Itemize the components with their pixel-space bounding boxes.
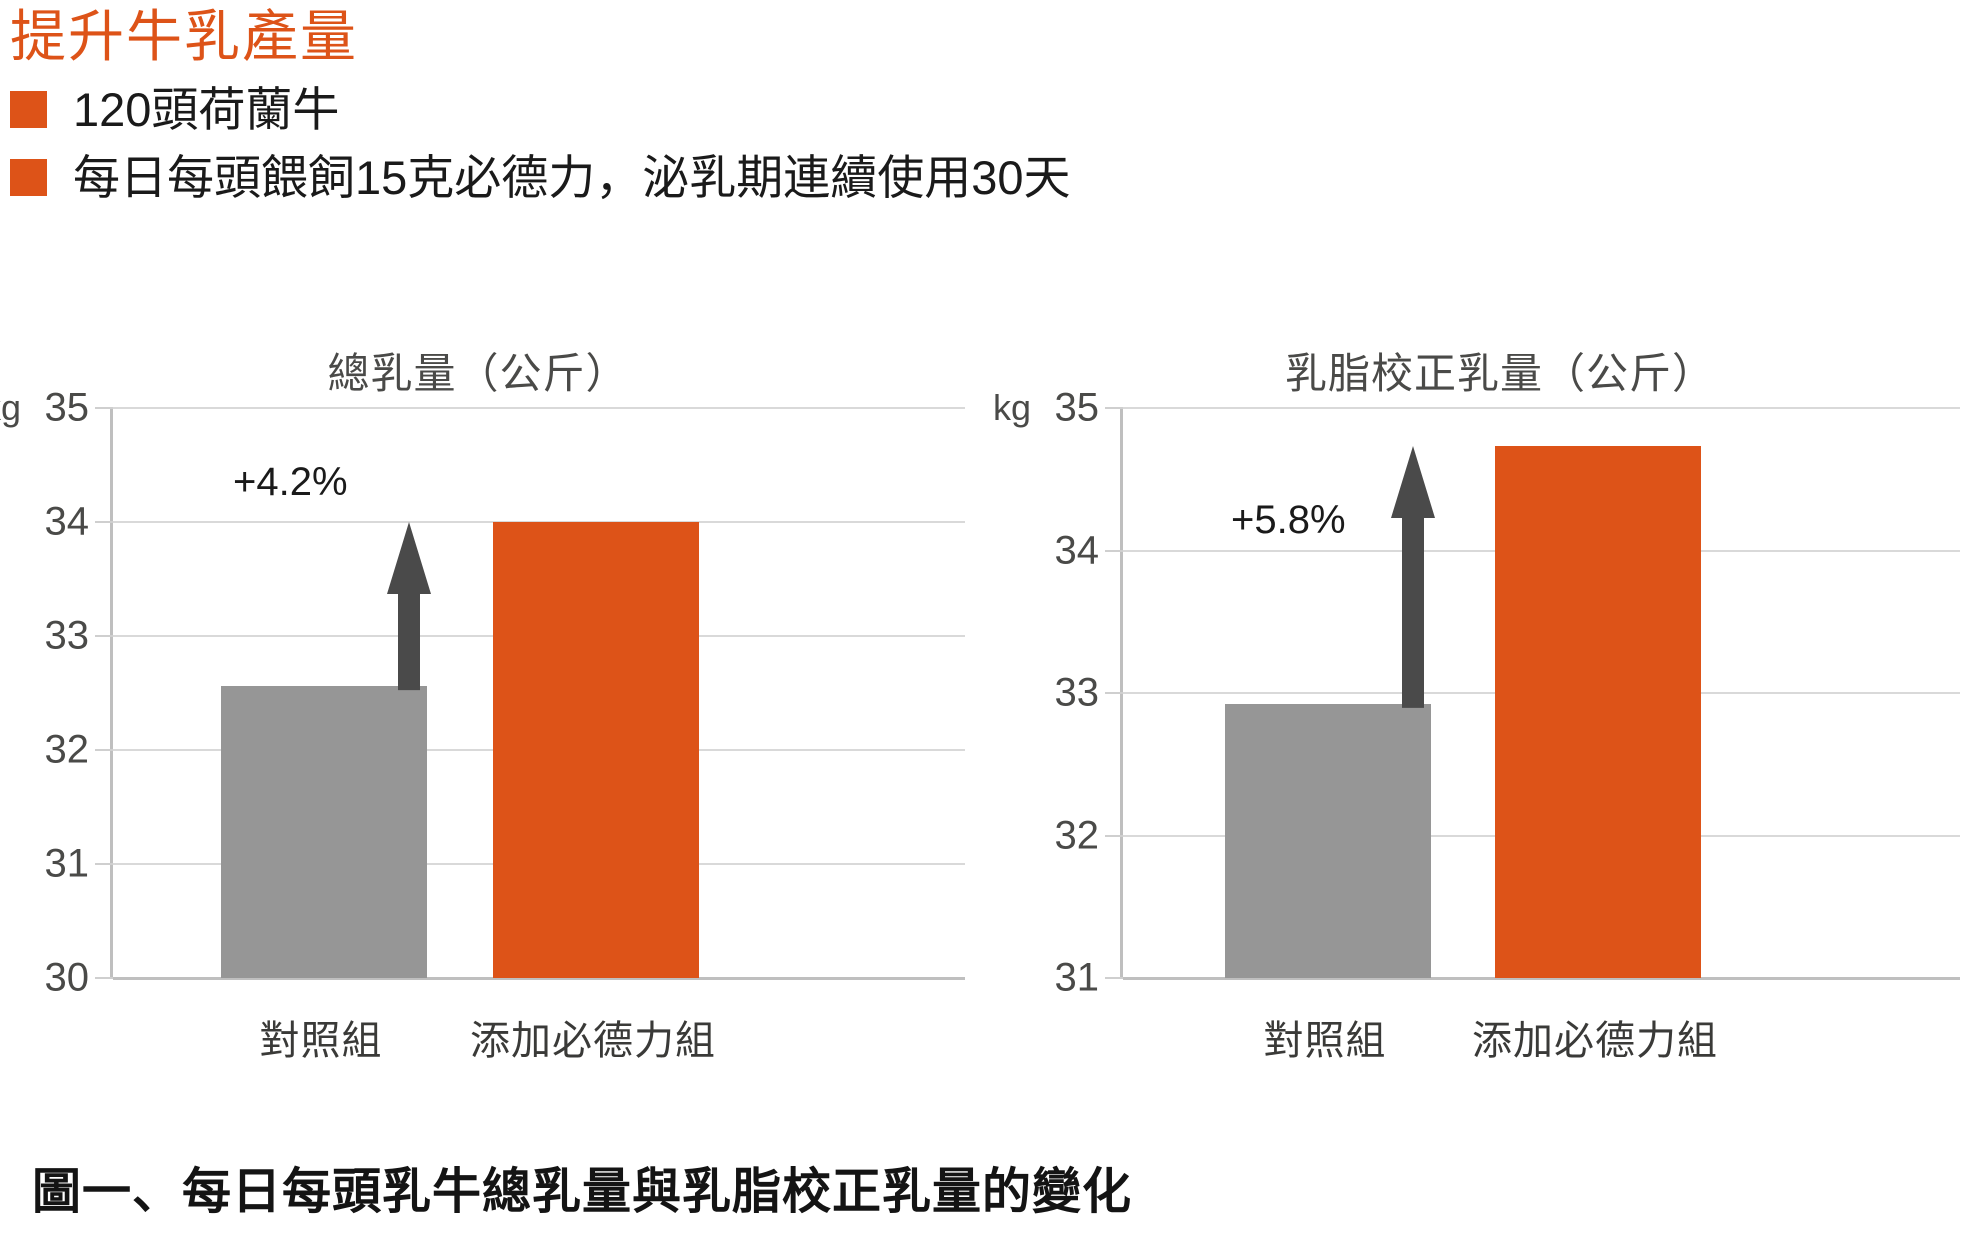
- gridline-35: [113, 407, 965, 409]
- bullet-text-0: 120頭荷蘭牛: [73, 83, 340, 137]
- y-tick-mark-30: [95, 977, 113, 979]
- y-tick-mark-34: [1105, 549, 1123, 552]
- y-tick-mark-31: [95, 863, 113, 865]
- chart-title-left: 總乳量（公斤）: [327, 350, 629, 397]
- chart-title-right: 乳脂校正乳量（公斤）: [1284, 350, 1715, 397]
- percent-change-annotation: +5.8%: [1231, 498, 1346, 543]
- y-tick-label-30: 30: [44, 955, 90, 1000]
- x-axis-label-control-right: 對照組: [1263, 1019, 1387, 1063]
- y-tick-label-34: 34: [44, 499, 90, 544]
- bar-treatment: [493, 522, 699, 978]
- page-title: 提升牛乳產量: [10, 5, 358, 68]
- x-axis-label-treatment-left: 添加必德力組: [470, 1019, 716, 1063]
- y-tick-label-35: 35: [44, 385, 90, 430]
- y-tick-mark-33: [1105, 692, 1123, 694]
- y-tick-mark-35: [1105, 407, 1123, 409]
- y-axis-unit-label: kg: [0, 387, 21, 428]
- y-tick-mark-33: [95, 635, 113, 637]
- y-tick-label-31: 31: [44, 841, 90, 886]
- plot-canvas-left: 35 34 33 32 31 30 kg +4.2%: [0, 386, 965, 1000]
- figure-caption: 圖一、每日每頭乳牛總乳量與乳脂校正乳量的變化: [32, 1165, 1133, 1219]
- y-tick-mark-34: [95, 521, 113, 523]
- y-tick-mark-32: [95, 749, 113, 751]
- plot-canvas-right: 35 34 33 32 31 kg +5.8%: [993, 386, 1960, 1000]
- chart-panel-total-milk: 總乳量（公斤） 35 34 33 32 31 30 kg +4.2% 對照組 添加必德力組: [0, 340, 1000, 1140]
- bullet-text-1: 每日每頭餵飼15克必德力，泌乳期連續使用30天: [73, 151, 1071, 205]
- y-tick-label-34: 34: [1054, 528, 1100, 572]
- increase-arrow-icon: [1391, 446, 1435, 709]
- bar-control: [1225, 704, 1431, 978]
- header-block: 提升牛乳產量 120頭荷蘭牛 每日每頭餵飼15克必德力，泌乳期連續使用30天: [10, 5, 1910, 209]
- y-tick-label-35: 35: [1054, 385, 1100, 430]
- y-tick-label-32: 32: [1054, 813, 1100, 857]
- y-axis-unit-label: kg: [992, 387, 1031, 428]
- percent-change-annotation: +4.2%: [233, 460, 348, 504]
- y-tick-label-31: 31: [1054, 955, 1100, 1000]
- y-tick-mark-35: [95, 407, 113, 409]
- bar-control: [221, 686, 427, 978]
- gridline-35: [1123, 407, 1960, 409]
- y-tick-label-32: 32: [44, 727, 90, 772]
- charts-container: 總乳量（公斤） 35 34 33 32 31 30 kg +4.2% 對照組 添加必德力組 乳…: [0, 340, 1988, 1140]
- plot-area-left: 35 34 33 32 31 30 kg +4.2% 對照組 添加必德力組: [0, 386, 965, 1063]
- bullet-item-1: 每日每頭餵飼15克必德力，泌乳期連續使用30天: [10, 147, 1910, 209]
- gridline-30: [113, 977, 965, 980]
- x-axis-label-control-left: 對照組: [259, 1019, 383, 1063]
- bullet-square-icon: [10, 91, 47, 129]
- bullet-item-0: 120頭荷蘭牛: [10, 79, 1910, 141]
- bar-treatment: [1495, 446, 1701, 978]
- bullet-square-icon: [10, 159, 47, 197]
- y-tick-mark-31: [1105, 977, 1123, 979]
- y-tick-label-33: 33: [1054, 670, 1100, 715]
- plot-area-right: 35 34 33 32 31 kg +5.8% 對照組 添加必德力組: [993, 386, 1960, 1063]
- gridline-31: [1123, 977, 1960, 980]
- y-tick-label-33: 33: [44, 613, 90, 658]
- increase-arrow-icon: [387, 522, 431, 691]
- chart-panel-fcm: 乳脂校正乳量（公斤） 35 34 33 32 31 kg +5.8% 對照組 添加必德力組: [993, 340, 1988, 1140]
- x-axis-label-treatment-right: 添加必德力組: [1472, 1019, 1718, 1063]
- y-tick-mark-32: [1105, 834, 1123, 837]
